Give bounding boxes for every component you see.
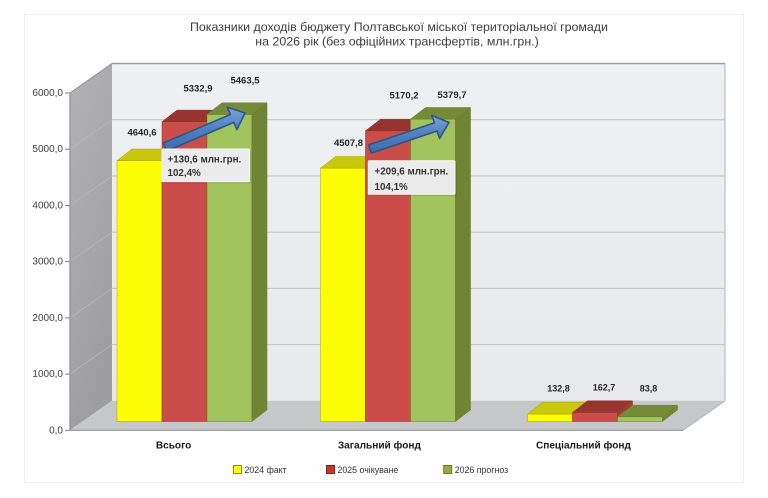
svg-text:5000,0: 5000,0	[32, 144, 63, 155]
svg-text:83,8: 83,8	[640, 384, 658, 394]
svg-text:104,1%: 104,1%	[375, 182, 409, 193]
svg-text:5170,2: 5170,2	[389, 91, 418, 102]
svg-text:5463,5: 5463,5	[230, 75, 260, 86]
svg-text:6000,0: 6000,0	[32, 88, 63, 99]
svg-text:Спеціальний фонд: Спеціальний фонд	[536, 440, 632, 452]
svg-text:4640,6: 4640,6	[127, 127, 156, 138]
svg-text:3000,0: 3000,0	[32, 257, 63, 268]
svg-text:4000,0: 4000,0	[32, 200, 63, 211]
svg-text:Всього: Всього	[156, 441, 192, 452]
svg-text:4507,8: 4507,8	[334, 138, 363, 149]
svg-text:+209,6 млн.грн.: +209,6 млн.грн.	[375, 166, 449, 177]
svg-text:Показники доходів бюджету Полт: Показники доходів бюджету Полтавської мі…	[190, 20, 608, 34]
svg-text:0,0: 0,0	[49, 425, 63, 436]
svg-text:Загальний фонд: Загальний фонд	[338, 440, 422, 452]
svg-text:на 2026 рік (без офіційних тра: на 2026 рік (без офіційних трансфертів, …	[255, 35, 538, 49]
svg-text:2000,0: 2000,0	[32, 313, 63, 324]
svg-text:+130,6 млн.грн.: +130,6 млн.грн.	[168, 155, 242, 166]
svg-text:1000,0: 1000,0	[32, 369, 63, 380]
svg-text:5332,9: 5332,9	[183, 84, 212, 95]
svg-text:2026 прогноз: 2026 прогноз	[455, 465, 508, 475]
svg-text:2025 очікуване: 2025 очікуване	[338, 465, 399, 475]
svg-text:5379,7: 5379,7	[437, 90, 466, 101]
svg-text:2024 факт: 2024 факт	[245, 465, 287, 475]
svg-text:132,8: 132,8	[547, 384, 570, 394]
svg-text:102,4%: 102,4%	[168, 168, 202, 179]
svg-text:162,7: 162,7	[593, 383, 616, 393]
